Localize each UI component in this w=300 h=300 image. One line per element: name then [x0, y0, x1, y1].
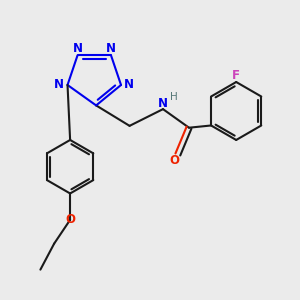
Text: N: N	[124, 79, 134, 92]
Text: F: F	[232, 69, 240, 82]
Text: H: H	[169, 92, 177, 102]
Text: O: O	[65, 213, 75, 226]
Text: N: N	[158, 97, 168, 110]
Text: N: N	[106, 42, 116, 56]
Text: N: N	[73, 42, 82, 56]
Text: O: O	[169, 154, 179, 167]
Text: N: N	[54, 79, 64, 92]
